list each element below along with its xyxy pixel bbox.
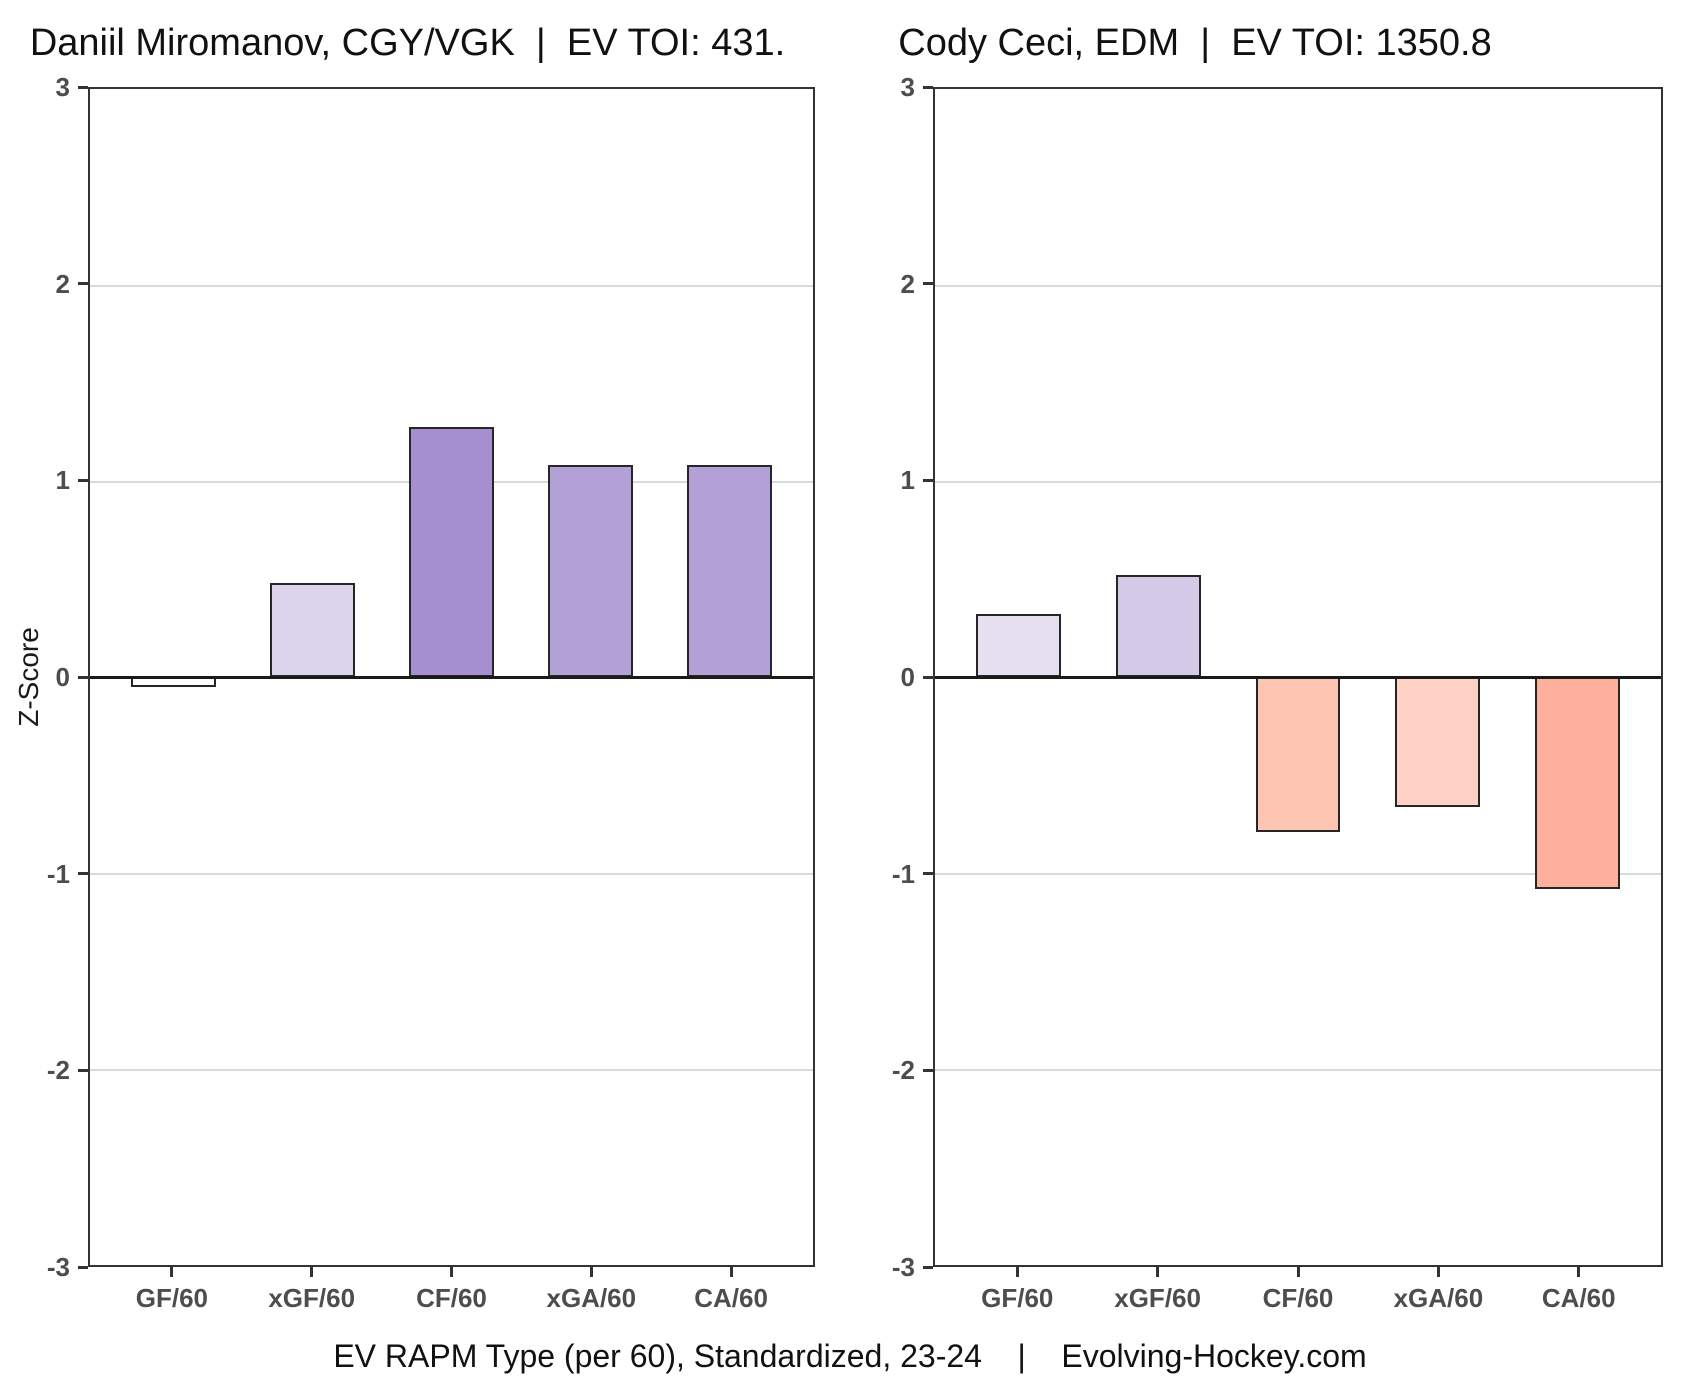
gridline-y-1 <box>935 481 1661 483</box>
gridline-y--1 <box>935 873 1661 875</box>
y-tick-mark--2 <box>923 1068 933 1072</box>
x-tick-mark-1 <box>1156 1267 1160 1277</box>
y-tick-mark--1 <box>923 872 933 876</box>
bar-xGA-60 <box>548 464 633 677</box>
x-tick-mark-4 <box>1577 1267 1581 1277</box>
y-tick-label-3: 3 <box>55 72 70 102</box>
gridline-y--2 <box>90 1069 813 1071</box>
bar-CF-60 <box>409 427 494 677</box>
chart-title-left: Daniil Miromanov, CGY/VGK | EV TOI: 431. <box>29 22 786 64</box>
bar-CA-60 <box>1534 677 1620 890</box>
gridline-y-2 <box>90 285 813 287</box>
x-tick-label-CA-60: CA/60 <box>694 1283 768 1313</box>
y-tick-mark-1 <box>78 478 88 482</box>
y-tick-label--2: -2 <box>891 1055 915 1086</box>
y-tick-label--2: -2 <box>46 1055 70 1086</box>
x-tick-mark-1 <box>310 1267 314 1277</box>
x-tick-label-GF-60: GF/60 <box>981 1283 1054 1313</box>
bar-xGF-60 <box>270 582 355 677</box>
y-tick-label--1: -1 <box>46 858 70 889</box>
y-tick-label--1: -1 <box>891 858 915 889</box>
y-tick-mark--2 <box>78 1068 88 1072</box>
plot-panel <box>933 87 1663 1267</box>
y-tick-label--3: -3 <box>891 1252 915 1282</box>
x-tick-label-xGA-60: xGA/60 <box>1393 1283 1484 1313</box>
y-tick-label-1: 1 <box>900 465 915 496</box>
plot-panel <box>88 87 815 1267</box>
x-tick-label-xGA-60: xGA/60 <box>546 1283 637 1313</box>
x-tick-mark-3 <box>1436 1267 1440 1277</box>
x-tick-label-CA-60: CA/60 <box>1541 1283 1616 1313</box>
bar-CF-60 <box>1255 677 1341 833</box>
y-tick-label-2: 2 <box>900 268 915 299</box>
bar-xGA-60 <box>1395 677 1481 807</box>
zero-axis-line <box>90 675 813 679</box>
y-tick-mark-2 <box>923 282 933 286</box>
y-tick-mark-2 <box>78 282 88 286</box>
x-tick-mark-4 <box>729 1267 733 1277</box>
x-tick-label-CF-60: CF/60 <box>416 1283 487 1313</box>
gridline-y--1 <box>90 873 813 875</box>
bar-xGF-60 <box>1115 574 1201 677</box>
x-tick-label-xGF-60: xGF/60 <box>268 1283 356 1313</box>
x-tick-mark-0 <box>1015 1267 1019 1277</box>
y-tick-label--3: -3 <box>46 1252 70 1282</box>
y-tick-label-0: 0 <box>900 662 915 692</box>
bar-GF-60 <box>976 614 1062 677</box>
x-tick-mark-3 <box>589 1267 593 1277</box>
y-tick-mark--1 <box>78 872 88 876</box>
y-tick-label-2: 2 <box>55 268 70 299</box>
bar-chart-left-player: 3 2 1 0 -1 -2 -3 GF/60 xGF/60 CF/60 xGA/60 CA/60 <box>47 72 815 1313</box>
gridline-y--2 <box>935 1069 1661 1071</box>
x-tick-mark-0 <box>170 1267 174 1277</box>
x-tick-label-xGF-60: xGF/60 <box>1114 1283 1201 1313</box>
y-tick-label-3: 3 <box>900 72 915 102</box>
y-tick-mark-0 <box>78 675 88 679</box>
y-tick-mark-0 <box>923 675 933 679</box>
x-tick-mark-2 <box>450 1267 453 1277</box>
x-tick-label-CF-60: CF/60 <box>1262 1283 1334 1313</box>
y-tick-mark-1 <box>923 478 933 482</box>
x-tick-label-GF-60: GF/60 <box>135 1283 209 1313</box>
chart-title-right: Cody Ceci, EDM | EV TOI: 1350.8 <box>898 22 1492 64</box>
zero-axis-line <box>935 675 1661 679</box>
x-tick-mark-2 <box>1296 1267 1300 1277</box>
y-tick-label-1: 1 <box>55 465 70 496</box>
bar-CA-60 <box>687 464 772 677</box>
y-tick-mark--3 <box>923 1265 933 1269</box>
bar-chart-right-player: 3 2 1 0 -1 -2 -3 GF/60 xGF/60 CF/60 xGA/60 CA/60 <box>892 72 1663 1313</box>
y-tick-mark--3 <box>78 1265 88 1269</box>
y-tick-mark-3 <box>923 85 933 89</box>
y-tick-label-0: 0 <box>55 662 70 692</box>
gridline-y-2 <box>935 285 1661 287</box>
y-tick-mark-3 <box>78 85 88 89</box>
figure-caption: EV RAPM Type (per 60), Standardized, 23-… <box>333 1338 1367 1374</box>
